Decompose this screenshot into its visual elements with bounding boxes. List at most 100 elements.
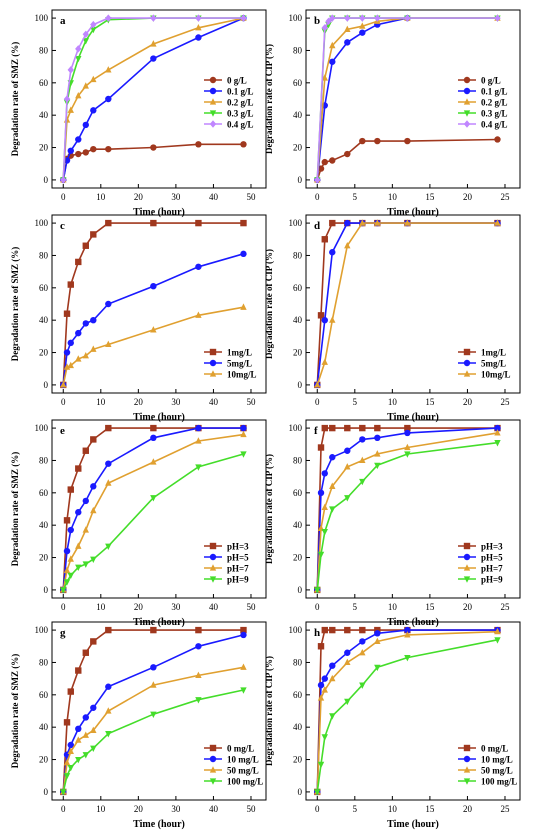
data-point xyxy=(374,462,381,470)
data-point xyxy=(374,664,381,672)
plot-frame xyxy=(305,214,521,394)
data-point xyxy=(63,157,71,164)
data-point xyxy=(374,424,381,432)
data-point xyxy=(344,698,351,706)
data-point xyxy=(317,761,325,769)
legend-marker xyxy=(209,766,217,773)
legend-label: 0 g/L xyxy=(227,76,247,86)
legend-label: 5mg/L xyxy=(227,359,252,369)
data-point xyxy=(344,463,351,470)
data-point xyxy=(344,25,351,33)
data-point xyxy=(240,631,247,639)
data-point xyxy=(404,626,411,634)
data-point xyxy=(60,587,67,594)
data-point xyxy=(150,55,157,62)
y-tick-label: 0 xyxy=(298,175,303,185)
data-point xyxy=(321,358,328,365)
x-tick-label: 40 xyxy=(209,602,219,612)
data-point xyxy=(150,14,157,22)
x-tick-label: 20 xyxy=(134,192,144,202)
y-axis-label: Degradation rate of SMZ (%) xyxy=(10,247,20,361)
legend-label: 1mg/L xyxy=(481,348,506,358)
x-tick-label: 25 xyxy=(500,397,510,407)
x-tick-label: 5 xyxy=(353,397,358,407)
data-point xyxy=(90,145,97,153)
data-point xyxy=(67,765,74,772)
data-point xyxy=(150,681,157,688)
legend-label: 1mg/L xyxy=(227,348,252,358)
x-tick-label: 30 xyxy=(171,397,181,407)
y-tick-label: 20 xyxy=(293,143,303,153)
data-point xyxy=(75,542,82,549)
data-point xyxy=(359,424,366,432)
y-tick-label: 40 xyxy=(39,722,49,732)
y-tick-label: 40 xyxy=(293,315,303,325)
data-point xyxy=(317,444,325,451)
data-point xyxy=(317,643,325,650)
x-axis-label: Time (hour) xyxy=(133,819,185,830)
x-tick-label: 0 xyxy=(61,602,66,612)
x-tick-label: 50 xyxy=(246,192,256,202)
data-point xyxy=(321,236,328,243)
data-point xyxy=(67,339,74,347)
data-point xyxy=(67,526,74,534)
x-axis-label: Time (hour) xyxy=(387,412,439,423)
data-point xyxy=(359,456,366,464)
data-point xyxy=(344,424,351,432)
data-point xyxy=(195,626,202,634)
legend-label: 10mg/L xyxy=(227,370,257,380)
legend-marker xyxy=(209,120,217,128)
legend-marker xyxy=(209,778,217,785)
data-point xyxy=(105,145,112,153)
data-point xyxy=(63,579,71,586)
y-tick-label: 40 xyxy=(293,722,303,732)
data-point xyxy=(374,137,381,145)
legend-marker xyxy=(209,542,217,550)
y-tick-label: 80 xyxy=(39,45,49,55)
data-point xyxy=(105,707,112,714)
data-point xyxy=(329,713,336,720)
data-point xyxy=(60,789,67,796)
data-point xyxy=(494,136,501,143)
x-tick-label: 10 xyxy=(388,192,398,202)
x-tick-label: 15 xyxy=(425,397,435,407)
data-point xyxy=(82,526,89,533)
data-point xyxy=(195,34,202,41)
data-point xyxy=(321,503,328,510)
data-point xyxy=(329,157,336,164)
x-tick-label: 40 xyxy=(209,397,219,407)
y-tick-label: 60 xyxy=(39,488,49,498)
legend-label: pH=5 xyxy=(227,553,249,563)
data-point xyxy=(150,434,157,441)
x-tick-label: 20 xyxy=(134,804,144,814)
y-tick-label: 40 xyxy=(39,110,49,120)
y-tick-label: 80 xyxy=(39,250,49,260)
x-tick-label: 25 xyxy=(500,804,510,814)
panel-letter: e xyxy=(60,425,65,437)
panel-letter: c xyxy=(60,220,65,232)
legend: 0 g/L0.1 g/L0.2 g/L0.3 g/L0.4 g/L xyxy=(458,76,508,130)
series-0-g-l xyxy=(314,136,501,184)
data-point xyxy=(374,637,381,645)
data-point xyxy=(329,249,336,256)
data-point xyxy=(90,506,97,514)
y-tick-label: 100 xyxy=(289,13,303,23)
x-tick-label: 0 xyxy=(315,397,320,407)
data-point xyxy=(63,310,71,317)
series-line xyxy=(62,689,244,793)
data-point xyxy=(75,756,82,764)
y-tick-label: 0 xyxy=(298,787,303,797)
x-tick-label: 25 xyxy=(500,602,510,612)
series-100-mg-l xyxy=(60,687,247,796)
legend-marker xyxy=(463,778,471,785)
data-point xyxy=(105,626,112,634)
data-point xyxy=(67,747,74,755)
series-0-3-g-l xyxy=(314,15,501,184)
y-tick-label: 0 xyxy=(44,175,49,185)
y-tick-label: 100 xyxy=(35,218,49,228)
chart-panel-b: 0 5 10 15 20 25 0 20 40 60 80 100 Time (hour) Degrada… xyxy=(264,9,521,218)
panel-letter: b xyxy=(314,15,320,27)
legend-marker xyxy=(209,744,217,752)
series-line xyxy=(316,222,498,386)
